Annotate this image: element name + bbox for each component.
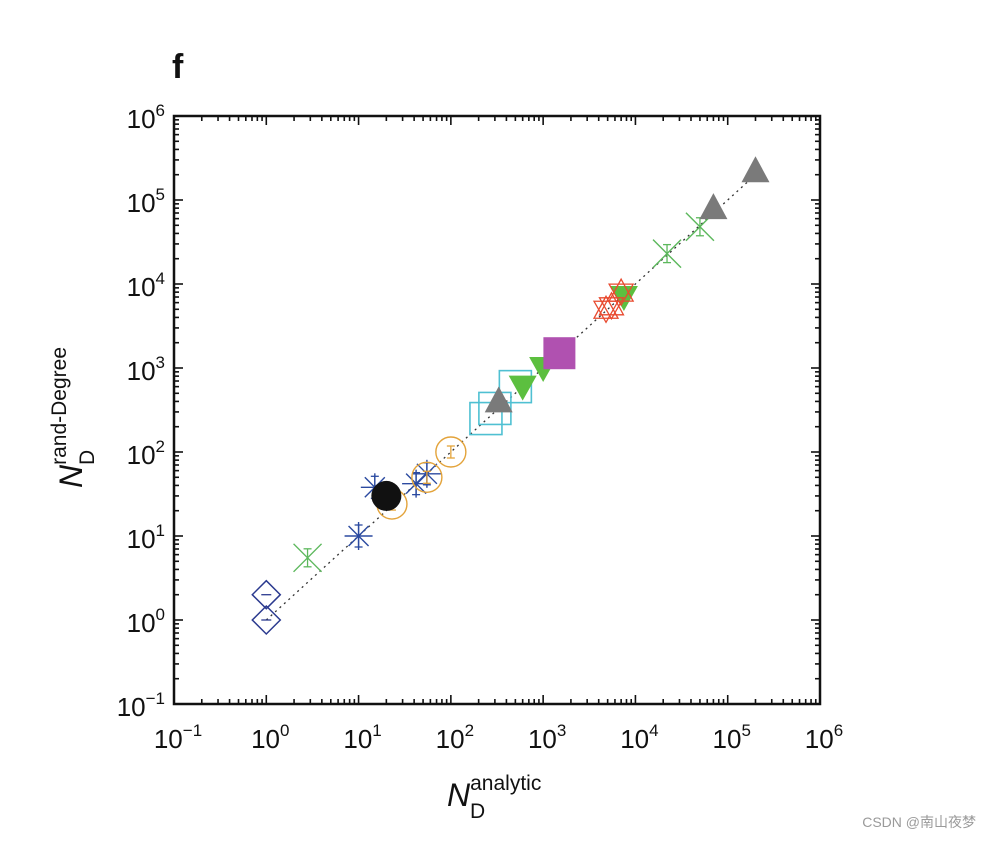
y-axis-title-base: N: [53, 464, 89, 488]
data-point-gray-triangle: [699, 193, 728, 220]
data-point-orange-open-circle: [411, 461, 443, 493]
y-tick-label: 102: [127, 437, 165, 470]
data-point-cyan-open-square: [478, 391, 512, 426]
y-axis-title: Nrand-Degree D: [48, 347, 99, 488]
data-point-gray-triangle: [741, 156, 770, 183]
data-point-green-filled-down-triangle: [609, 286, 638, 312]
plot-frame: [172, 114, 822, 706]
data-point-orange-open-circle: [435, 436, 467, 468]
x-tick-label: 101: [343, 721, 381, 754]
markers-group: [251, 156, 770, 636]
x-axis-title-sup: analytic: [470, 772, 541, 795]
y-axis-title-sub: D: [76, 450, 99, 465]
data-point-cyan-open-square: [469, 401, 503, 436]
data-point-red-open-triangles: [608, 277, 635, 307]
y-tick-label: 106: [127, 101, 165, 134]
x-axis-title-base: N: [447, 777, 471, 813]
data-point-open-diamond: [251, 579, 282, 610]
x-axis-title-sub: D: [470, 800, 485, 823]
data-point-blue-asterisk: [344, 522, 373, 550]
y-axis-title-sup: rand-Degree: [48, 347, 71, 465]
data-point-cyan-open-square: [498, 369, 533, 404]
x-tick-label: 104: [620, 721, 658, 754]
data-point-gray-triangle: [484, 386, 513, 413]
y-tick-label: 105: [127, 185, 165, 218]
x-axis-title: Nanalytic: [447, 772, 541, 813]
y-tick-label: 104: [127, 269, 165, 302]
data-point-purple-filled-square: [543, 337, 576, 370]
y-tick-label: 10−1: [117, 689, 165, 722]
x-tick-label: 100: [251, 721, 289, 754]
ticks-group: [173, 115, 821, 705]
x-tick-label: 106: [805, 721, 843, 754]
y-tick-label: 103: [127, 353, 165, 386]
data-point-green-x: [652, 239, 682, 269]
data-point-open-diamond: [251, 604, 282, 636]
x-tick-label: 10−1: [154, 721, 202, 754]
data-point-red-open-triangles: [592, 294, 620, 324]
tick-labels-group: 10−1 100 101 102 103 104 105 106 10−1 100 101 102 10…: [117, 101, 844, 754]
svg-text:Nrand-Degree: Nrand-Degree: [48, 347, 89, 488]
data-point-black-filled-circle: [371, 480, 402, 511]
watermark: CSDN @南山夜梦: [862, 814, 976, 830]
x-tick-label: 102: [436, 721, 474, 754]
y-tick-label: 100: [127, 605, 165, 638]
data-point-green-x: [293, 543, 323, 573]
x-tick-label: 105: [713, 721, 751, 754]
y-tick-label: 101: [127, 521, 165, 554]
panel-label: f: [172, 48, 184, 86]
x-tick-label: 103: [528, 721, 566, 754]
data-point-green-filled-down-triangle: [508, 375, 537, 401]
